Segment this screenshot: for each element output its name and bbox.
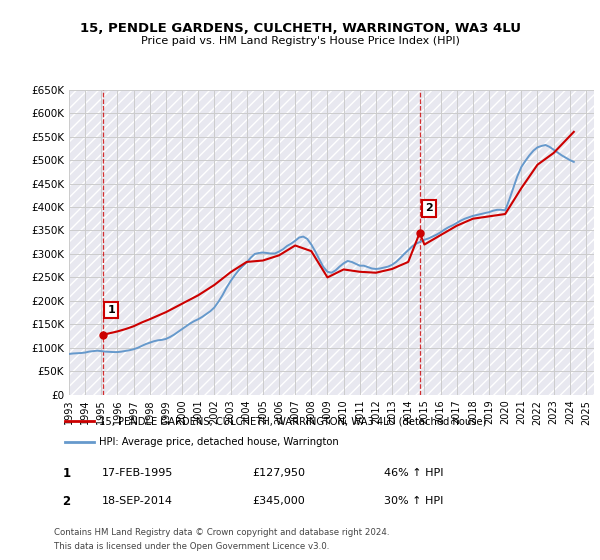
Text: £345,000: £345,000: [252, 496, 305, 506]
Text: 15, PENDLE GARDENS, CULCHETH, WARRINGTON, WA3 4LU (detached house): 15, PENDLE GARDENS, CULCHETH, WARRINGTON…: [99, 416, 487, 426]
Text: This data is licensed under the Open Government Licence v3.0.: This data is licensed under the Open Gov…: [54, 542, 329, 550]
Text: 2: 2: [425, 203, 433, 213]
Text: 1: 1: [62, 466, 71, 480]
Text: 15, PENDLE GARDENS, CULCHETH, WARRINGTON, WA3 4LU: 15, PENDLE GARDENS, CULCHETH, WARRINGTON…: [79, 22, 521, 35]
Text: 1: 1: [107, 305, 115, 315]
Text: Price paid vs. HM Land Registry's House Price Index (HPI): Price paid vs. HM Land Registry's House …: [140, 36, 460, 46]
Text: £127,950: £127,950: [252, 468, 305, 478]
Text: 18-SEP-2014: 18-SEP-2014: [102, 496, 173, 506]
Text: 2: 2: [62, 494, 71, 508]
Text: 46% ↑ HPI: 46% ↑ HPI: [384, 468, 443, 478]
Text: Contains HM Land Registry data © Crown copyright and database right 2024.: Contains HM Land Registry data © Crown c…: [54, 528, 389, 536]
Text: 30% ↑ HPI: 30% ↑ HPI: [384, 496, 443, 506]
Text: 17-FEB-1995: 17-FEB-1995: [102, 468, 173, 478]
Text: HPI: Average price, detached house, Warrington: HPI: Average price, detached house, Warr…: [99, 437, 338, 447]
